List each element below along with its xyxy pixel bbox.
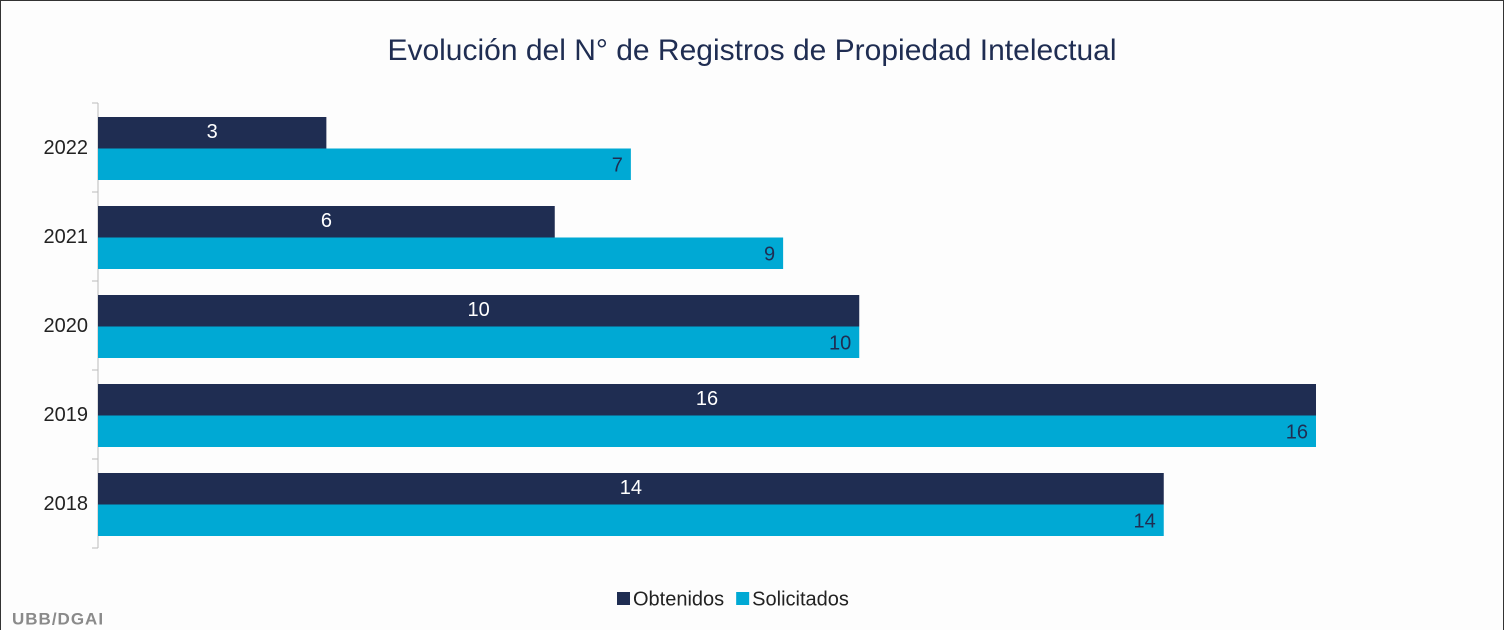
data-label: 9	[764, 244, 775, 266]
legend-swatch	[736, 592, 750, 605]
data-label: 14	[620, 477, 642, 499]
chart-title: Evolución del N° de Registros de Propied…	[387, 34, 1116, 67]
bar	[98, 148, 631, 180]
y-tick-label: 2019	[44, 404, 89, 426]
data-label: 3	[207, 121, 218, 143]
data-label: 16	[696, 388, 718, 410]
bar	[98, 415, 1316, 447]
y-tick-label: 2018	[44, 493, 89, 515]
legend-label: Obtenidos	[633, 588, 724, 610]
bar	[98, 384, 1316, 416]
bar	[98, 473, 1164, 505]
legend-swatch	[617, 592, 630, 605]
bar	[98, 504, 1164, 536]
bar	[98, 206, 555, 238]
data-label: 16	[1286, 422, 1308, 444]
data-label: 10	[829, 333, 851, 355]
y-tick-label: 2020	[44, 315, 89, 337]
bar	[98, 237, 784, 269]
data-label: 10	[468, 299, 490, 321]
data-label: 7	[612, 155, 623, 177]
footer: UBB/DGAI	[12, 609, 104, 628]
data-label: 6	[321, 210, 332, 232]
y-tick-label: 2022	[44, 137, 89, 159]
y-tick-label: 2021	[44, 226, 89, 248]
bar	[98, 117, 327, 149]
data-label: 14	[1134, 511, 1156, 533]
legend-label: Solicitados	[752, 588, 849, 610]
bar	[98, 326, 860, 358]
bar	[98, 295, 860, 327]
